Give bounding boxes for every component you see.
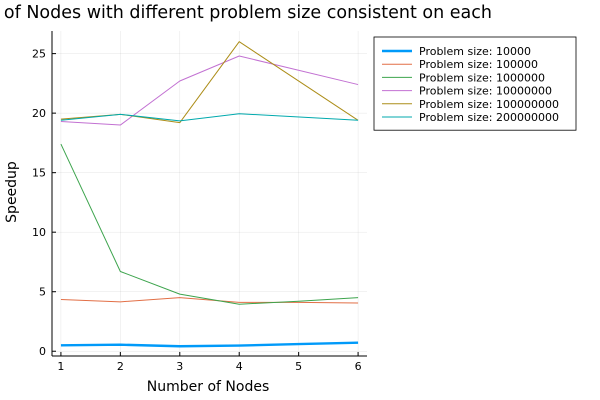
y-tick-label: 5	[39, 286, 46, 299]
x-tick-label: 6	[355, 360, 362, 373]
legend-label: Problem size: 10000000	[419, 85, 552, 98]
legend-label: Problem size: 10000	[419, 45, 531, 58]
legend-label: Problem size: 100000000	[419, 98, 559, 111]
y-tick-label: 0	[39, 345, 46, 358]
series-line-3	[60, 143, 359, 305]
legend-label: Problem size: 1000000	[419, 71, 545, 84]
y-tick-label: 10	[32, 226, 46, 239]
legend-label: Problem size: 100000	[419, 58, 538, 71]
legend-label: Problem size: 200000000	[419, 111, 559, 124]
grid-lines	[52, 31, 367, 356]
series-line-4	[60, 55, 359, 126]
x-tick-label: 4	[236, 360, 243, 373]
x-tick-label: 1	[57, 360, 64, 373]
y-tick-label: 20	[32, 107, 46, 120]
legend-box	[373, 36, 577, 131]
chart-title: Number of Nodes with different problem s…	[0, 3, 492, 23]
series-lines	[60, 41, 359, 348]
x-axis-label: Number of Nodes	[147, 379, 269, 395]
series-line-6	[60, 113, 359, 122]
x-tick-label: 2	[117, 360, 124, 373]
y-tick-label: 25	[32, 48, 46, 61]
series-line-1	[60, 341, 359, 348]
x-tick-label: 3	[176, 360, 183, 373]
y-axis-label: Speedup	[4, 161, 20, 223]
tick-labels: 1 2 3 4 5 6 0 5 10 15 20 25	[32, 48, 362, 373]
x-tick-label: 5	[295, 360, 302, 373]
y-tick-label: 15	[32, 167, 46, 180]
axes	[51, 31, 367, 357]
series-line-2	[60, 297, 359, 304]
